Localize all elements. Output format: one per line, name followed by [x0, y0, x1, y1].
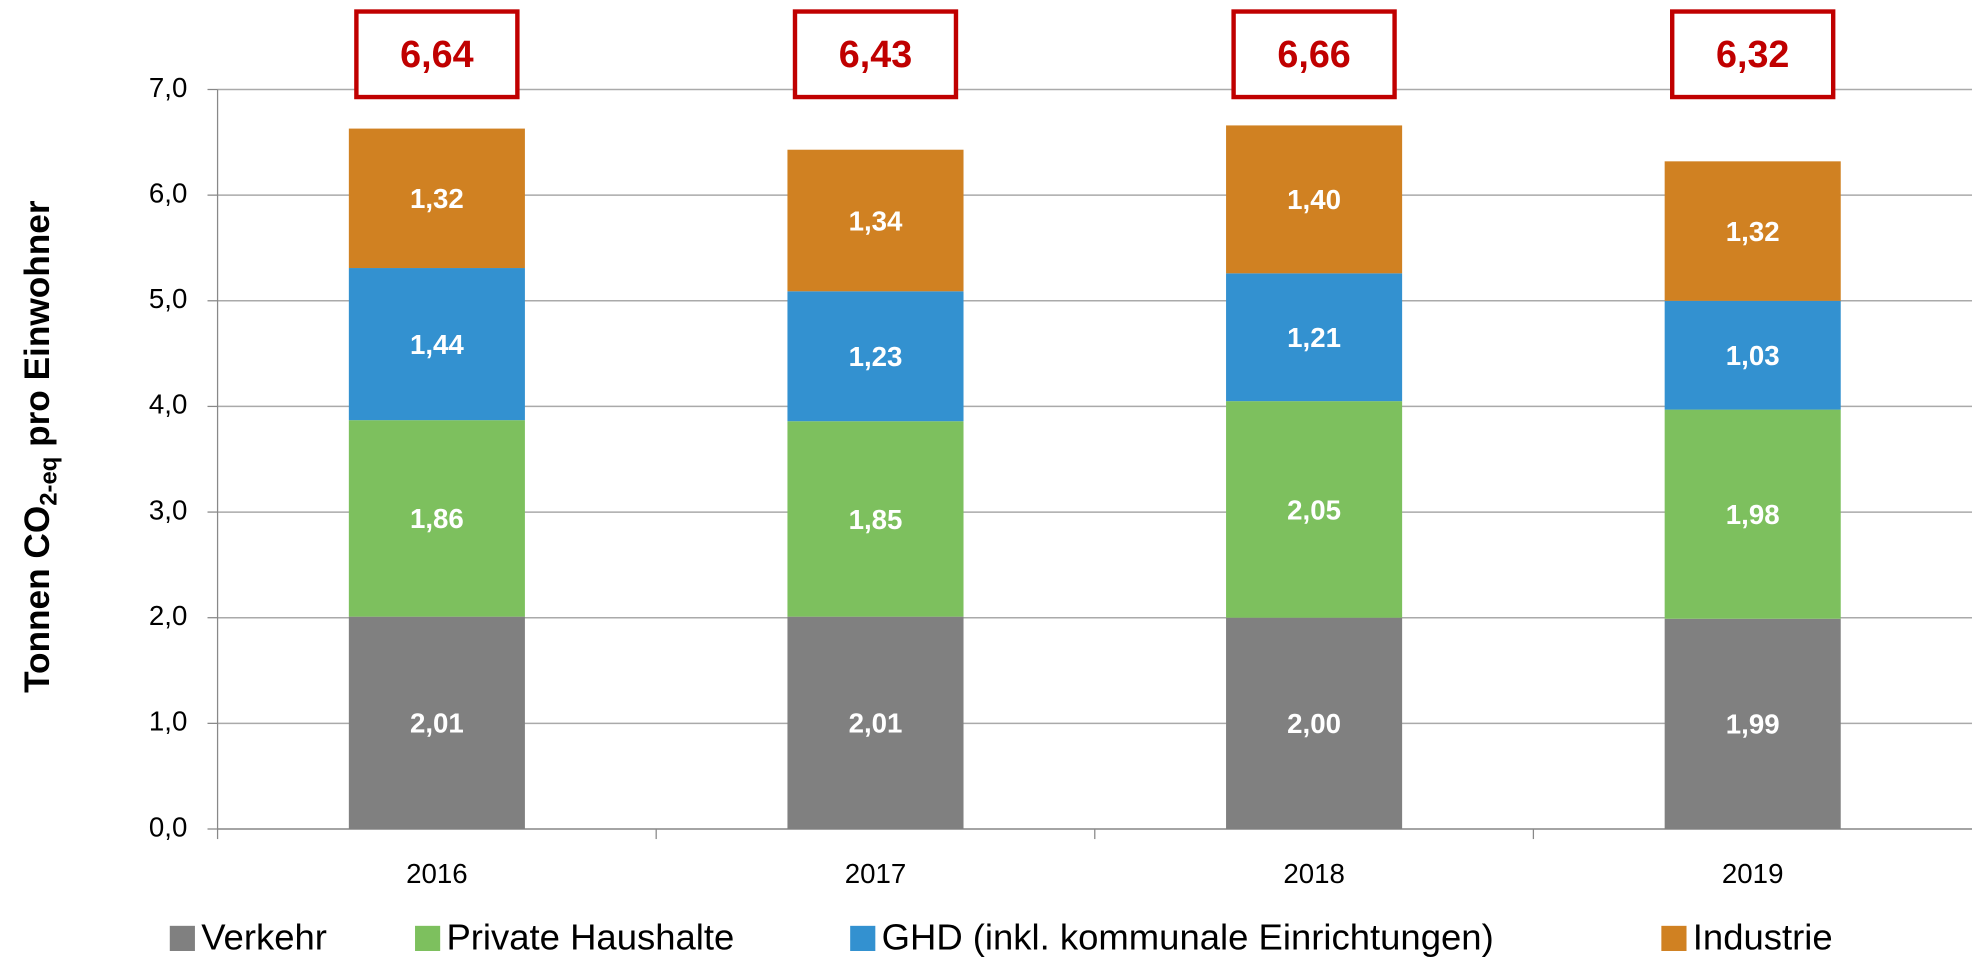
legend-label: Private Haushalte	[446, 916, 734, 957]
x-tick-label: 2016	[406, 858, 468, 889]
bar-segment	[787, 291, 964, 422]
y-tick-label: 6,0	[149, 177, 187, 208]
bar-segment	[1664, 161, 1841, 301]
x-tick-label: 2018	[1283, 858, 1345, 889]
legend-label: Verkehr	[201, 916, 327, 957]
data-label: 1,03	[1726, 340, 1780, 371]
data-label: 1,44	[410, 329, 464, 360]
bar-segment	[1664, 300, 1841, 410]
total-box	[792, 9, 959, 100]
data-label: 2,01	[410, 708, 464, 739]
legend-label: GHD (inkl. kommunale Einrichtungen)	[882, 916, 1494, 957]
bar-segment	[1226, 125, 1403, 274]
bar-segment	[1664, 618, 1841, 829]
y-tick-label: 7,0	[149, 72, 187, 103]
legend-swatch	[169, 925, 195, 951]
data-label: 1,32	[410, 183, 464, 214]
bar-segment	[787, 616, 964, 829]
bar-segment	[348, 420, 525, 617]
total-box	[1670, 9, 1836, 100]
bar-segment	[1226, 273, 1403, 402]
bar-segment	[1664, 409, 1841, 619]
data-label: 1,85	[849, 504, 903, 535]
data-label: 1,86	[410, 503, 464, 534]
legend-swatch	[415, 925, 441, 951]
y-tick-label: 1,0	[149, 706, 187, 737]
total-label: 6,66	[1277, 33, 1350, 75]
y-label-subscript: 2-eq	[36, 457, 63, 506]
data-label: 1,23	[849, 341, 903, 372]
total-label: 6,43	[839, 33, 912, 75]
total-label: 6,64	[400, 33, 473, 75]
y-label-rest: pro Einwohner	[19, 200, 58, 457]
legend-swatch	[850, 925, 876, 951]
total-box	[1231, 9, 1397, 100]
data-label: 2,00	[1287, 708, 1341, 739]
bar-segment	[1226, 401, 1403, 618]
legend-swatch	[1661, 925, 1687, 951]
bar-segment	[348, 128, 525, 269]
y-tick-label: 3,0	[149, 494, 187, 525]
y-tick-label: 0,0	[149, 811, 187, 842]
legend-label: Industrie	[1693, 916, 1833, 957]
y-axis-label: Tonnen CO2-eq pro Einwohner	[19, 200, 63, 693]
y-tick-label: 5,0	[149, 283, 187, 314]
x-tick-label: 2017	[845, 858, 907, 889]
bar-segment	[348, 268, 525, 421]
data-label: 1,40	[1287, 184, 1341, 215]
bar-segment	[787, 421, 964, 617]
data-label: 1,32	[1726, 216, 1780, 247]
data-label: 1,98	[1726, 499, 1780, 530]
data-label: 2,01	[849, 708, 903, 739]
data-label: 2,05	[1287, 494, 1341, 525]
total-box	[354, 9, 520, 100]
data-label: 1,34	[849, 205, 903, 236]
x-tick-label: 2019	[1722, 858, 1784, 889]
total-label: 6,32	[1716, 33, 1789, 75]
y-tick-label: 4,0	[149, 389, 187, 420]
bar-segment	[787, 149, 964, 292]
bar-segment	[348, 616, 525, 829]
bar-segment	[1226, 617, 1403, 829]
data-label: 1,99	[1726, 709, 1780, 740]
y-tick-label: 2,0	[149, 600, 187, 631]
data-label: 1,21	[1287, 322, 1341, 353]
y-label-text: Tonnen CO	[19, 506, 58, 693]
